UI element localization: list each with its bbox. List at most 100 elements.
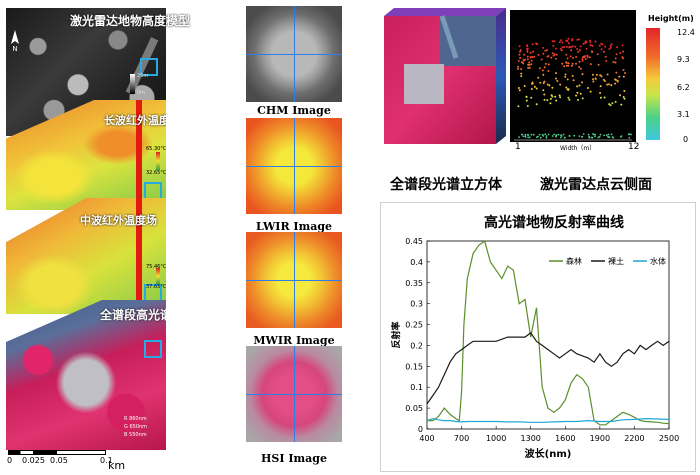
- pointcloud-point: [572, 56, 575, 59]
- pointcloud-point: [577, 50, 580, 53]
- pointcloud-point: [517, 67, 519, 70]
- y-tick-label: 0.3: [410, 300, 423, 309]
- pointcloud-ground-point: [532, 133, 535, 136]
- pointcloud-point: [584, 42, 587, 44]
- lwir-target-box: [144, 182, 162, 200]
- pointcloud-point: [520, 75, 523, 78]
- pointcloud-point: [578, 84, 581, 87]
- pointcloud-ground-point: [599, 133, 602, 136]
- x-tick-label: 1600: [555, 434, 575, 443]
- pointcloud-point: [586, 56, 589, 59]
- pointcloud-point: [619, 94, 621, 97]
- pointcloud-point: [616, 80, 619, 83]
- series-line-0: [427, 240, 670, 426]
- pointcloud-ground-point: [581, 135, 584, 138]
- pointcloud-point: [580, 67, 582, 70]
- pointcloud-point: [530, 88, 533, 90]
- pointcloud-point: [616, 46, 618, 49]
- pointcloud-point: [527, 66, 530, 69]
- pointcloud-point: [548, 84, 551, 87]
- pc-x-end: 12: [628, 142, 640, 152]
- scale-bar: 0 0.025 0.05 0.1 km: [7, 450, 125, 472]
- mwir-caption: MWIR Image: [253, 334, 335, 347]
- pointcloud-point: [520, 61, 523, 64]
- pointcloud-point: [556, 80, 559, 82]
- pointcloud-ground-point: [573, 134, 576, 137]
- pointcloud-point: [525, 95, 528, 98]
- series-line-1: [426, 332, 670, 405]
- pointcloud-point: [588, 56, 591, 59]
- pointcloud-point: [549, 97, 552, 100]
- pointcloud-point: [615, 71, 618, 74]
- pointcloud-point: [564, 73, 567, 76]
- pointcloud-point: [554, 57, 557, 60]
- x-tick-label: 1300: [521, 434, 541, 443]
- pointcloud-point: [552, 54, 555, 57]
- lidar-legend-bar: [130, 74, 135, 94]
- pc-x-start: 1: [515, 142, 521, 152]
- pointcloud-point: [621, 44, 624, 47]
- pointcloud-point: [584, 58, 587, 60]
- pointcloud-point: [571, 74, 574, 77]
- pointcloud-ground-point: [539, 136, 542, 139]
- pointcloud-point: [572, 79, 575, 82]
- pointcloud-point: [614, 57, 617, 60]
- pointcloud-point: [547, 55, 550, 58]
- pointcloud-point: [565, 86, 568, 89]
- pointcloud-point: [578, 38, 580, 41]
- pointcloud-ground-point: [520, 133, 523, 136]
- pointcloud-point: [555, 77, 557, 80]
- hsi-band-g: G 650nm: [124, 424, 148, 430]
- pointcloud-ground-point: [538, 133, 541, 136]
- pointcloud-point: [561, 62, 564, 65]
- height-colorbar: [646, 28, 660, 140]
- pointcloud-ground-point: [524, 136, 527, 138]
- pointcloud-point: [546, 83, 549, 86]
- pointcloud-point: [592, 80, 595, 83]
- hsi-target-box: [144, 340, 162, 358]
- pointcloud-point: [601, 43, 604, 46]
- pointcloud-point: [576, 91, 579, 94]
- pointcloud-point: [529, 51, 532, 54]
- y-tick-label: 0.45: [405, 237, 423, 246]
- lidar-title: 激光雷达地物高度模型: [70, 14, 191, 28]
- pointcloud-point: [532, 50, 534, 53]
- pointcloud-point: [519, 57, 522, 59]
- scale-tick-0: 0: [7, 456, 13, 465]
- pointcloud-point: [585, 47, 588, 50]
- pointcloud-point: [610, 84, 613, 87]
- pointcloud-point: [597, 63, 600, 66]
- pointcloud-ground-point: [555, 134, 557, 137]
- pointcloud-ground-point: [605, 134, 608, 136]
- pointcloud-ground-point: [607, 133, 610, 136]
- pointcloud-ground-point: [627, 133, 630, 136]
- pointcloud-ground-point: [628, 137, 631, 139]
- mwir-title: 中波红外温度场: [80, 214, 157, 227]
- pointcloud-point: [611, 102, 614, 105]
- pointcloud-point: [542, 82, 545, 85]
- pointcloud-point: [581, 59, 584, 62]
- pointcloud-point: [602, 50, 605, 53]
- pointcloud-point: [520, 68, 523, 71]
- pointcloud-point: [527, 63, 530, 66]
- pointcloud-point: [518, 45, 521, 48]
- pointcloud-point: [606, 73, 609, 76]
- pointcloud-point: [591, 73, 594, 76]
- pointcloud-point: [576, 85, 579, 88]
- x-tick-label: 400: [419, 434, 434, 443]
- pointcloud-point: [609, 44, 612, 47]
- pointcloud-point: [551, 95, 554, 98]
- pointcloud-point: [543, 66, 546, 69]
- pointcloud-ground-point: [590, 136, 593, 139]
- series-line-2: [426, 417, 670, 423]
- lidar-legend-max: 25m: [137, 73, 149, 79]
- pointcloud-point: [577, 98, 579, 101]
- pointcloud-point: [555, 72, 557, 75]
- pointcloud-ground-point: [603, 134, 605, 137]
- pointcloud-point: [604, 45, 606, 48]
- pointcloud-ground-point: [594, 135, 596, 138]
- pointcloud-point: [531, 43, 534, 46]
- pointcloud-point: [550, 56, 553, 59]
- x-tick-label: 1000: [486, 434, 506, 443]
- mwir-legend-min: 37.65°C: [146, 284, 167, 290]
